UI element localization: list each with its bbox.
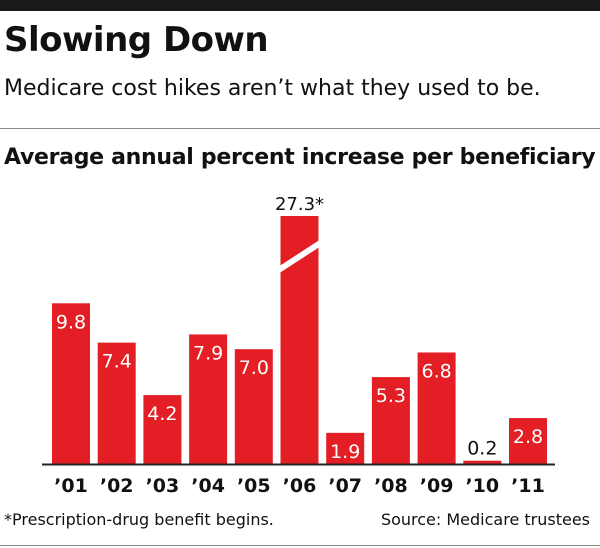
x-tick-label: ’06: [283, 475, 317, 497]
x-tick-label: ’11: [511, 475, 545, 497]
bar: [189, 334, 228, 464]
bar: [371, 377, 410, 464]
x-tick-label: ’10: [465, 475, 499, 497]
x-tick-label: ’04: [191, 475, 225, 497]
divider-bottom: [0, 545, 600, 546]
footnote: *Prescription-drug benefit begins.: [4, 510, 274, 529]
bar: [97, 342, 136, 464]
x-tick-label: ’03: [146, 475, 180, 497]
data-label: 2.8: [513, 426, 543, 448]
data-label: 7.0: [239, 357, 269, 379]
chart-title: Average annual percent increase per bene…: [4, 145, 596, 170]
data-label: 0.2: [467, 438, 497, 460]
x-tick-label: ’07: [328, 475, 362, 497]
top-bar: [0, 0, 600, 11]
data-label: 7.9: [193, 342, 223, 364]
chart-headline: Slowing Down: [4, 20, 269, 60]
data-label: 9.8: [56, 311, 86, 333]
x-tick-label: ’09: [420, 475, 454, 497]
data-label: 5.3: [376, 385, 406, 407]
x-tick-label: ’01: [54, 475, 88, 497]
bar-break-mark: [279, 240, 320, 273]
data-label: 27.3*: [275, 194, 324, 215]
bar: [417, 352, 456, 464]
bar: [463, 460, 502, 464]
bar: [143, 395, 182, 464]
data-label: 7.4: [102, 351, 132, 373]
x-tick-label: ’05: [237, 475, 271, 497]
data-label: 4.2: [147, 403, 177, 425]
bar: [326, 432, 365, 464]
bar: [234, 349, 273, 464]
x-tick-label: ’02: [100, 475, 134, 497]
data-label: 1.9: [330, 441, 360, 463]
bar: [52, 303, 90, 464]
bar: [509, 418, 547, 464]
chart-subtitle: Medicare cost hikes aren’t what they use…: [4, 76, 541, 101]
bar-chart: 9.8 ’01 7.4 ’02 4.2 ’03 7.9 ’04 7.0 ’05 27.3* ’06 1.…: [42, 194, 555, 497]
source-note: Source: Medicare trustees: [380, 510, 590, 529]
data-label: 6.8: [421, 360, 451, 382]
x-tick-label: ’08: [374, 475, 408, 497]
divider-top: [0, 128, 600, 129]
